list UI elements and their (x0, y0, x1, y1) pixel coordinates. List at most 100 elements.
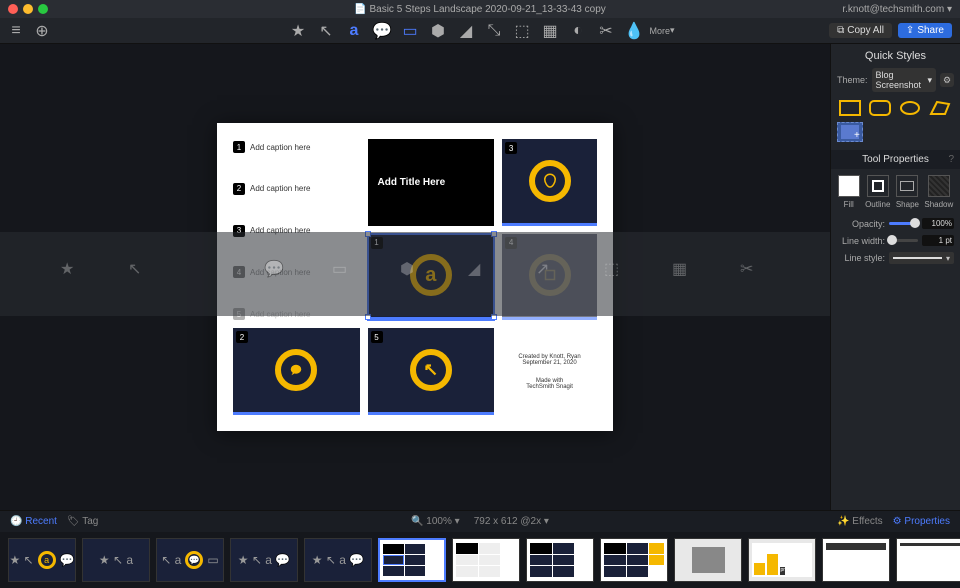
quick-style-grid: + (831, 98, 960, 150)
favorite-tool-icon[interactable]: ★ (290, 23, 306, 39)
thumbnail[interactable] (674, 538, 742, 582)
document-title: 📄 Basic 5 Steps Landscape 2020-09-21_13-… (354, 4, 606, 15)
crop-tool-icon[interactable]: ✂ (598, 23, 614, 39)
callout-tool-icon[interactable]: 💬 (374, 23, 390, 39)
zoom-indicator[interactable]: 🔍 100% ▾ (411, 516, 460, 527)
style-ellipse[interactable] (897, 98, 923, 118)
tile-number: 2 (236, 331, 248, 343)
share-button[interactable]: ⇪ Share (898, 23, 952, 38)
selection-handle[interactable] (491, 314, 497, 320)
opacity-value[interactable]: 100% (922, 218, 954, 229)
tag-link[interactable]: 🏷 Tag (67, 516, 98, 527)
move-tool-icon[interactable]: ⤡ (486, 23, 502, 39)
caption-row[interactable]: 2Add caption here (233, 183, 360, 195)
linestyle-label: Line style: (837, 253, 885, 263)
highlight-ring-icon: a (410, 254, 452, 296)
titlebar: 📄 Basic 5 Steps Landscape 2020-09-21_13-… (0, 0, 960, 18)
outline-swatch[interactable]: Outline (865, 175, 890, 209)
thumbnail[interactable]: ↖ a💬▭ (156, 538, 224, 582)
theme-label: Theme: (837, 75, 868, 85)
quick-styles-header: Quick Styles (831, 44, 960, 68)
selection-tool-icon[interactable]: ⬚ (514, 23, 530, 39)
right-panel: Quick Styles Theme: Blog Screenshot▾ ⚙ +… (830, 44, 960, 510)
thumbnail[interactable]: png (748, 538, 816, 582)
shape-swatch[interactable]: Shape (896, 175, 919, 209)
add-icon[interactable]: ⊕ (34, 23, 50, 39)
tile-number: 3 (505, 142, 517, 154)
shadow-swatch[interactable]: Shadow (924, 175, 953, 209)
linewidth-label: Line width: (837, 236, 885, 246)
properties-link[interactable]: ⚙ Properties (893, 516, 950, 527)
caption-row[interactable]: 3Add caption here (233, 225, 360, 237)
caption-row[interactable]: 4Add caption here (233, 266, 360, 278)
arrow-tool-icon[interactable]: ↖ (318, 23, 334, 39)
caption-row[interactable]: 1Add caption here (233, 141, 360, 153)
thumbnail[interactable]: ★ ↖ a 💬 (304, 538, 372, 582)
tool-properties-header: Tool Properties? (831, 150, 960, 169)
simplify-tool-icon[interactable]: ◐ (570, 23, 586, 39)
selection-handle[interactable] (491, 231, 497, 237)
account-menu[interactable]: r.knott@techsmith.com ▾ (842, 4, 952, 15)
thumbnail-strip[interactable]: ★ ↖a💬 ★ ↖ a ↖ a💬▭ ★ ↖ a 💬 ★ ↖ a 💬 (0, 532, 960, 588)
step-tile-5[interactable]: 5 (368, 328, 495, 415)
style-rect[interactable] (837, 98, 863, 118)
highlight-ring-icon (410, 349, 452, 391)
status-bar: 🕘 Recent 🏷 Tag 🔍 100% ▾ 792 x 612 @2x ▾ … (0, 510, 960, 532)
step-tile-2[interactable]: 2 (233, 328, 360, 415)
more-tools[interactable]: More ▾ (654, 23, 670, 39)
highlight-ring-icon (529, 254, 571, 296)
main-toolbar: ≡ ⊕ ★ ↖ a 💬 ▭ ⬢ ◢ ⤡ ⬚ ▦ ◐ ✂ 💧 More ▾ ⧉ C… (0, 18, 960, 44)
canvas-area[interactable]: Add Title Here 3 1Add caption here 2Add … (0, 44, 830, 510)
caption-column: 1Add caption here 2Add caption here 3Add… (233, 139, 360, 320)
step-tile-3[interactable]: 3 (502, 139, 597, 226)
tile-number: 1 (371, 237, 383, 249)
caption-row[interactable]: 5Add caption here (233, 308, 360, 320)
thumbnail[interactable] (600, 538, 668, 582)
theme-select[interactable]: Blog Screenshot▾ (872, 68, 936, 92)
style-poly[interactable] (927, 98, 953, 118)
copy-all-button[interactable]: ⧉ Copy All (829, 23, 892, 38)
linewidth-value[interactable]: 1 pt (922, 235, 954, 246)
minimize-traffic-light[interactable] (23, 4, 33, 14)
selection-handle[interactable] (365, 314, 371, 320)
thumbnail[interactable] (452, 538, 520, 582)
template-canvas[interactable]: Add Title Here 3 1Add caption here 2Add … (217, 123, 613, 431)
eyedropper-icon[interactable]: 💧 (626, 23, 642, 39)
window-controls (8, 4, 48, 14)
text-tool-icon[interactable]: a (346, 23, 362, 39)
style-add[interactable]: + (837, 122, 863, 142)
step-tile-1-selected[interactable]: 1 a (368, 234, 495, 321)
zoom-traffic-light[interactable] (38, 4, 48, 14)
close-traffic-light[interactable] (8, 4, 18, 14)
thumbnail[interactable]: ★ ↖a💬 (8, 538, 76, 582)
credits-block: Created by Knott, Ryan September 21, 202… (502, 328, 597, 415)
thumbnail[interactable]: ★ ↖ a 💬 (230, 538, 298, 582)
effects-link[interactable]: ✨ Effects (837, 516, 883, 527)
theme-settings-icon[interactable]: ⚙ (940, 73, 954, 87)
selection-handle[interactable] (365, 231, 371, 237)
stamp-tool-icon[interactable]: ⬢ (430, 23, 446, 39)
dimensions-indicator[interactable]: 792 x 612 @2x ▾ (474, 516, 549, 527)
svg-text:+: + (854, 130, 860, 140)
tile-number: 4 (505, 237, 517, 249)
highlight-ring-icon (529, 160, 571, 202)
step-tile-4[interactable]: 4 (502, 234, 597, 321)
blur-tool-icon[interactable]: ▦ (542, 23, 558, 39)
thumbnail[interactable]: ★ ↖ a (82, 538, 150, 582)
thumbnail-selected[interactable] (378, 538, 446, 582)
linewidth-slider[interactable] (889, 239, 918, 242)
opacity-slider[interactable] (889, 222, 918, 225)
linestyle-select[interactable]: ▾ (889, 252, 954, 264)
recent-link[interactable]: 🕘 Recent (10, 516, 57, 527)
style-roundrect[interactable] (867, 98, 893, 118)
tile-number: 5 (371, 331, 383, 343)
thumbnail[interactable] (526, 538, 594, 582)
menu-icon[interactable]: ≡ (8, 23, 24, 39)
thumbnail[interactable] (896, 538, 960, 582)
thumbnail[interactable] (822, 538, 890, 582)
fill-tool-icon[interactable]: ◢ (458, 23, 474, 39)
fill-swatch[interactable]: Fill (838, 175, 860, 209)
title-tile[interactable]: Add Title Here (368, 139, 495, 226)
highlight-ring-icon (275, 349, 317, 391)
shape-tool-icon[interactable]: ▭ (402, 23, 418, 39)
